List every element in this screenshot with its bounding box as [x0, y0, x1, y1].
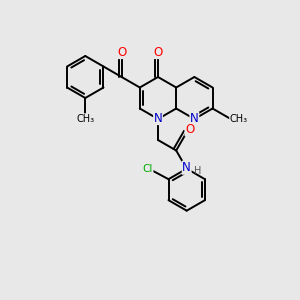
- Text: N: N: [154, 112, 162, 124]
- Text: CH₃: CH₃: [230, 114, 248, 124]
- Text: Cl: Cl: [142, 164, 153, 174]
- Text: CH₃: CH₃: [76, 114, 94, 124]
- Text: N: N: [182, 161, 191, 174]
- Text: O: O: [185, 123, 194, 136]
- Text: H: H: [194, 166, 201, 176]
- Text: N: N: [190, 112, 199, 125]
- Text: O: O: [153, 46, 163, 59]
- Text: O: O: [117, 46, 126, 59]
